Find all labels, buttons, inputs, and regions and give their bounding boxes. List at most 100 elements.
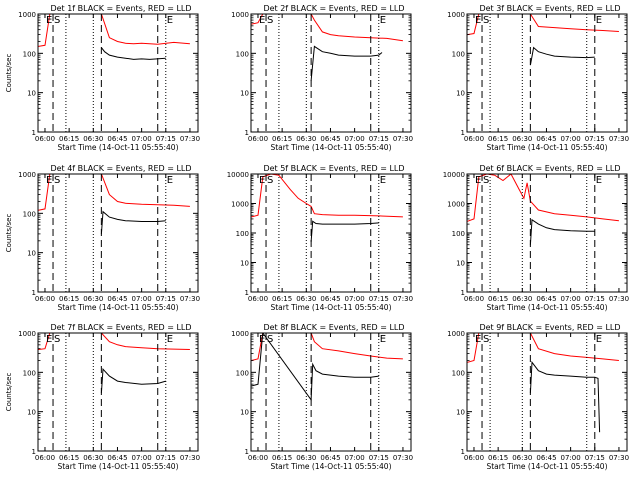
y-tick-label: 10 [27, 250, 36, 258]
x-tick-label: 06:00 [464, 295, 484, 303]
events-series-line [529, 360, 601, 433]
y-tick-label: 100 [236, 230, 249, 238]
x-axis-label: Start Time (14-Oct-11 05:55:40) [486, 303, 607, 312]
y-tick-label: 10 [240, 260, 249, 268]
y-tick-label: 1000 [231, 330, 249, 338]
event-annotation: E [475, 334, 481, 345]
lld-series-line [467, 174, 619, 222]
plot-frame [466, 13, 628, 133]
event-annotation: E [475, 15, 481, 26]
x-tick-label: 06:15 [272, 135, 292, 143]
x-axis-label: Start Time (14-Oct-11 05:55:40) [270, 462, 391, 471]
plot-frame [250, 173, 412, 293]
y-tick-label: 100 [23, 369, 36, 377]
y-axis-label: Counts/sec [5, 214, 13, 253]
y-tick-label: 100 [23, 50, 36, 58]
x-tick-label: 07:30 [180, 135, 200, 143]
x-tick-label: 06:15 [59, 135, 79, 143]
event-annotation: E [380, 175, 386, 186]
y-tick-label: 1000 [18, 11, 36, 19]
panel-title: Det 9f BLACK = Events, RED = LLD [479, 323, 620, 332]
events-series-line [310, 45, 383, 81]
event-annotation: E [167, 15, 173, 26]
x-tick-label: 06:00 [35, 295, 55, 303]
lld-series-line [251, 14, 403, 42]
event-annotation: S [483, 15, 489, 26]
x-tick-label: 06:00 [248, 135, 268, 143]
x-axis-label: Start Time (14-Oct-11 05:55:40) [57, 303, 178, 312]
y-tick-label: 1 [245, 448, 249, 456]
y-tick-label: 100 [452, 50, 465, 58]
x-tick-label: 07:00 [561, 295, 581, 303]
x-tick-label: 06:30 [512, 454, 532, 462]
y-tick-label: 100 [452, 369, 465, 377]
y-tick-label: 10000 [443, 171, 465, 179]
x-tick-label: 07:00 [345, 135, 365, 143]
plot-frame [37, 13, 199, 133]
event-annotation: S [54, 175, 60, 186]
event-annotation: E [596, 175, 602, 186]
x-tick-label: 06:45 [107, 135, 127, 143]
events-series-line [100, 210, 166, 234]
lld-series-line [38, 333, 190, 350]
event-annotation: E [167, 334, 173, 345]
x-tick-label: 06:00 [248, 454, 268, 462]
x-tick-label: 07:00 [345, 454, 365, 462]
x-tick-label: 07:30 [180, 454, 200, 462]
event-annotation: S [267, 334, 273, 345]
y-tick-label: 10000 [227, 171, 249, 179]
x-tick-label: 07:00 [345, 295, 365, 303]
x-tick-label: 06:15 [59, 454, 79, 462]
event-annotation: E [259, 175, 265, 186]
events-series-line [529, 46, 595, 66]
x-tick-label: 07:30 [393, 295, 413, 303]
x-tick-label: 07:30 [393, 454, 413, 462]
plot-frame [250, 332, 412, 452]
x-tick-label: 06:45 [320, 295, 340, 303]
x-tick-label: 06:45 [320, 454, 340, 462]
x-tick-label: 07:00 [132, 135, 152, 143]
y-tick-label: 1 [32, 448, 36, 456]
x-tick-label: 07:30 [180, 295, 200, 303]
x-tick-label: 06:30 [83, 295, 103, 303]
x-tick-label: 07:15 [585, 295, 605, 303]
y-tick-label: 1 [32, 129, 36, 137]
plot-frame [466, 173, 628, 293]
y-axis-label: Counts/sec [5, 54, 13, 93]
events-series-line [529, 218, 595, 245]
y-tick-label: 100 [236, 369, 249, 377]
y-tick-label: 1000 [447, 201, 465, 209]
x-tick-label: 07:15 [156, 295, 176, 303]
events-series-line [101, 47, 166, 60]
y-tick-label: 10 [240, 409, 249, 417]
event-annotation: E [46, 334, 52, 345]
x-tick-label: 06:30 [83, 135, 103, 143]
x-axis-label: Start Time (14-Oct-11 05:55:40) [486, 143, 607, 152]
event-annotation: E [259, 15, 265, 26]
plot-frame [250, 13, 412, 133]
events-series-line [310, 220, 379, 242]
y-tick-label: 1000 [447, 330, 465, 338]
y-tick-label: 1 [461, 129, 465, 137]
x-tick-label: 06:45 [107, 454, 127, 462]
panel-title: Det 4f BLACK = Events, RED = LLD [50, 164, 191, 173]
lld-series-line [251, 333, 403, 361]
x-tick-label: 07:00 [561, 135, 581, 143]
x-tick-label: 07:30 [609, 295, 629, 303]
panel-title: Det 3f BLACK = Events, RED = LLD [479, 4, 620, 13]
panel-title: Det 1f BLACK = Events, RED = LLD [50, 4, 191, 13]
event-annotation: E [380, 15, 386, 26]
event-annotation: E [596, 334, 602, 345]
event-annotation: E [259, 334, 265, 345]
plot-frame [37, 173, 199, 293]
x-tick-label: 06:30 [512, 295, 532, 303]
x-tick-label: 07:15 [369, 295, 389, 303]
x-tick-label: 06:30 [296, 454, 316, 462]
y-tick-label: 1000 [18, 330, 36, 338]
